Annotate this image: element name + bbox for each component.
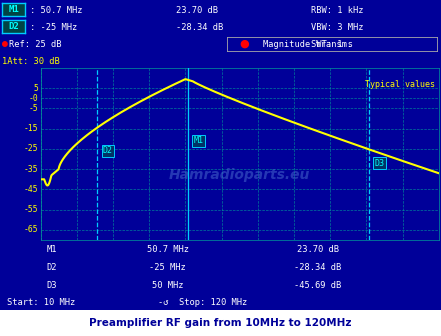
Text: -55: -55 <box>24 205 38 214</box>
Text: RBW: 1 kHz: RBW: 1 kHz <box>311 6 363 15</box>
Text: D3: D3 <box>46 281 57 290</box>
Text: SWT: 1 s: SWT: 1 s <box>311 40 353 49</box>
Text: D2: D2 <box>8 22 19 31</box>
Text: Magnitude transm.: Magnitude transm. <box>263 40 352 48</box>
Text: : -25 MHz: : -25 MHz <box>30 23 77 32</box>
Text: 5: 5 <box>34 84 38 93</box>
Text: 50 MHz: 50 MHz <box>152 281 183 290</box>
Text: 1Att: 30 dB: 1Att: 30 dB <box>2 57 60 66</box>
Text: D3: D3 <box>374 159 385 168</box>
Text: -15: -15 <box>24 124 38 133</box>
Text: Hamradioparts.eu: Hamradioparts.eu <box>169 168 310 182</box>
Text: M1: M1 <box>46 245 57 254</box>
Text: -45.69 dB: -45.69 dB <box>294 281 341 290</box>
Text: M1: M1 <box>8 5 19 14</box>
Text: ●: ● <box>2 39 8 49</box>
Text: -45: -45 <box>24 185 38 194</box>
Text: -28.34 dB: -28.34 dB <box>294 263 341 272</box>
Text: Preamplifier RF gain from 10MHz to 120MHz: Preamplifier RF gain from 10MHz to 120MH… <box>89 318 352 328</box>
Text: -35: -35 <box>24 165 38 174</box>
Text: Start: 10 MHz: Start: 10 MHz <box>7 298 75 307</box>
Text: 23.70 dB: 23.70 dB <box>176 6 218 15</box>
Text: 23.70 dB: 23.70 dB <box>296 245 339 254</box>
Text: Typical values: Typical values <box>365 80 435 89</box>
Text: -25: -25 <box>24 144 38 154</box>
Text: -0: -0 <box>29 94 38 103</box>
Text: ●: ● <box>240 39 250 49</box>
Text: VBW: 3 MHz: VBW: 3 MHz <box>311 23 363 32</box>
Text: -25 MHz: -25 MHz <box>149 263 186 272</box>
Text: 50.7 MHz: 50.7 MHz <box>146 245 189 254</box>
Text: -28.34 dB: -28.34 dB <box>176 23 224 32</box>
Text: : 50.7 MHz: : 50.7 MHz <box>30 6 82 15</box>
Text: -65: -65 <box>24 225 38 235</box>
Text: Ref: 25 dB: Ref: 25 dB <box>9 40 61 49</box>
Text: D2: D2 <box>46 263 57 272</box>
Text: D2: D2 <box>103 146 113 156</box>
Text: -↺  Stop: 120 MHz: -↺ Stop: 120 MHz <box>158 298 247 307</box>
Text: M1: M1 <box>193 136 203 145</box>
Text: -5: -5 <box>29 104 38 113</box>
